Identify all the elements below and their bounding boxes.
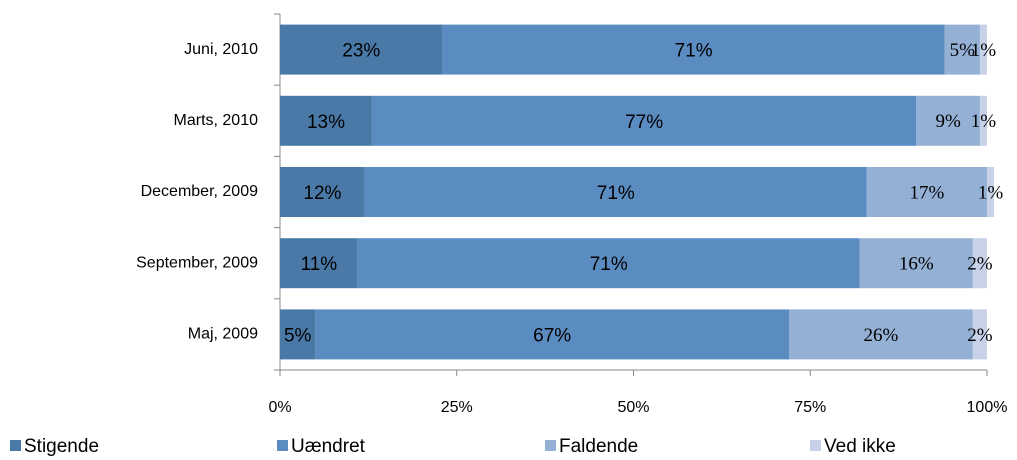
bar-segment xyxy=(979,24,987,75)
data-label: 71% xyxy=(597,183,635,204)
data-label: 16% xyxy=(899,254,934,275)
bar-segment xyxy=(916,95,980,146)
data-label: 1% xyxy=(971,40,997,61)
y-tick-label: Marts, 2010 xyxy=(174,112,259,129)
bar-segment xyxy=(315,309,790,360)
bar-segment xyxy=(979,95,987,146)
legend-label: Stigende xyxy=(24,436,99,457)
bar-segment xyxy=(280,95,372,146)
bar-segment xyxy=(866,167,987,217)
data-label: 11% xyxy=(301,254,338,275)
bar-segment xyxy=(987,167,995,217)
bar-segment xyxy=(357,238,860,289)
data-label: 26% xyxy=(864,325,899,346)
x-tick-label: 100% xyxy=(967,399,1008,416)
x-tick-label: 25% xyxy=(441,399,473,416)
legend-swatch xyxy=(10,440,21,451)
bar-segment xyxy=(280,167,365,217)
bar-segment xyxy=(972,238,987,289)
data-label: 1% xyxy=(971,111,997,132)
legend-label: Faldende xyxy=(559,436,638,457)
x-tick-label: 0% xyxy=(268,399,291,416)
legend-swatch xyxy=(810,440,821,451)
data-label: 13% xyxy=(307,112,345,133)
bar-segment xyxy=(280,238,358,289)
y-tick-label: December, 2009 xyxy=(141,183,259,200)
data-label: 1% xyxy=(978,182,1004,203)
data-label: 71% xyxy=(675,41,713,62)
bar-segment xyxy=(364,167,867,217)
bar-segment xyxy=(972,309,987,360)
bar-segment xyxy=(859,238,973,289)
data-label: 9% xyxy=(935,111,961,132)
legend-label: Ved ikke xyxy=(824,436,896,457)
data-label: 17% xyxy=(909,182,944,203)
y-tick-label: Juni, 2010 xyxy=(184,41,258,58)
bar-segment xyxy=(280,309,316,360)
y-tick-label: September, 2009 xyxy=(136,254,258,271)
bar-segment xyxy=(442,24,945,75)
bar-segment xyxy=(371,95,917,146)
legend-swatch xyxy=(545,440,556,451)
data-label: 67% xyxy=(533,325,571,346)
data-label: 23% xyxy=(342,41,380,62)
legend-label: Uændret xyxy=(291,436,366,457)
bar-segment xyxy=(944,24,980,75)
bar-segment xyxy=(789,309,973,360)
legend-swatch xyxy=(277,440,288,451)
bar-segment xyxy=(280,24,443,75)
x-tick-label: 75% xyxy=(794,399,826,416)
y-tick-label: Maj, 2009 xyxy=(188,326,258,343)
data-label: 5% xyxy=(284,325,312,346)
data-label: 71% xyxy=(590,254,628,275)
data-label: 12% xyxy=(303,183,341,204)
data-label: 5% xyxy=(950,40,976,61)
data-label: 77% xyxy=(625,112,663,133)
data-label: 2% xyxy=(967,254,993,275)
data-label: 2% xyxy=(967,325,993,346)
x-tick-label: 50% xyxy=(617,399,649,416)
